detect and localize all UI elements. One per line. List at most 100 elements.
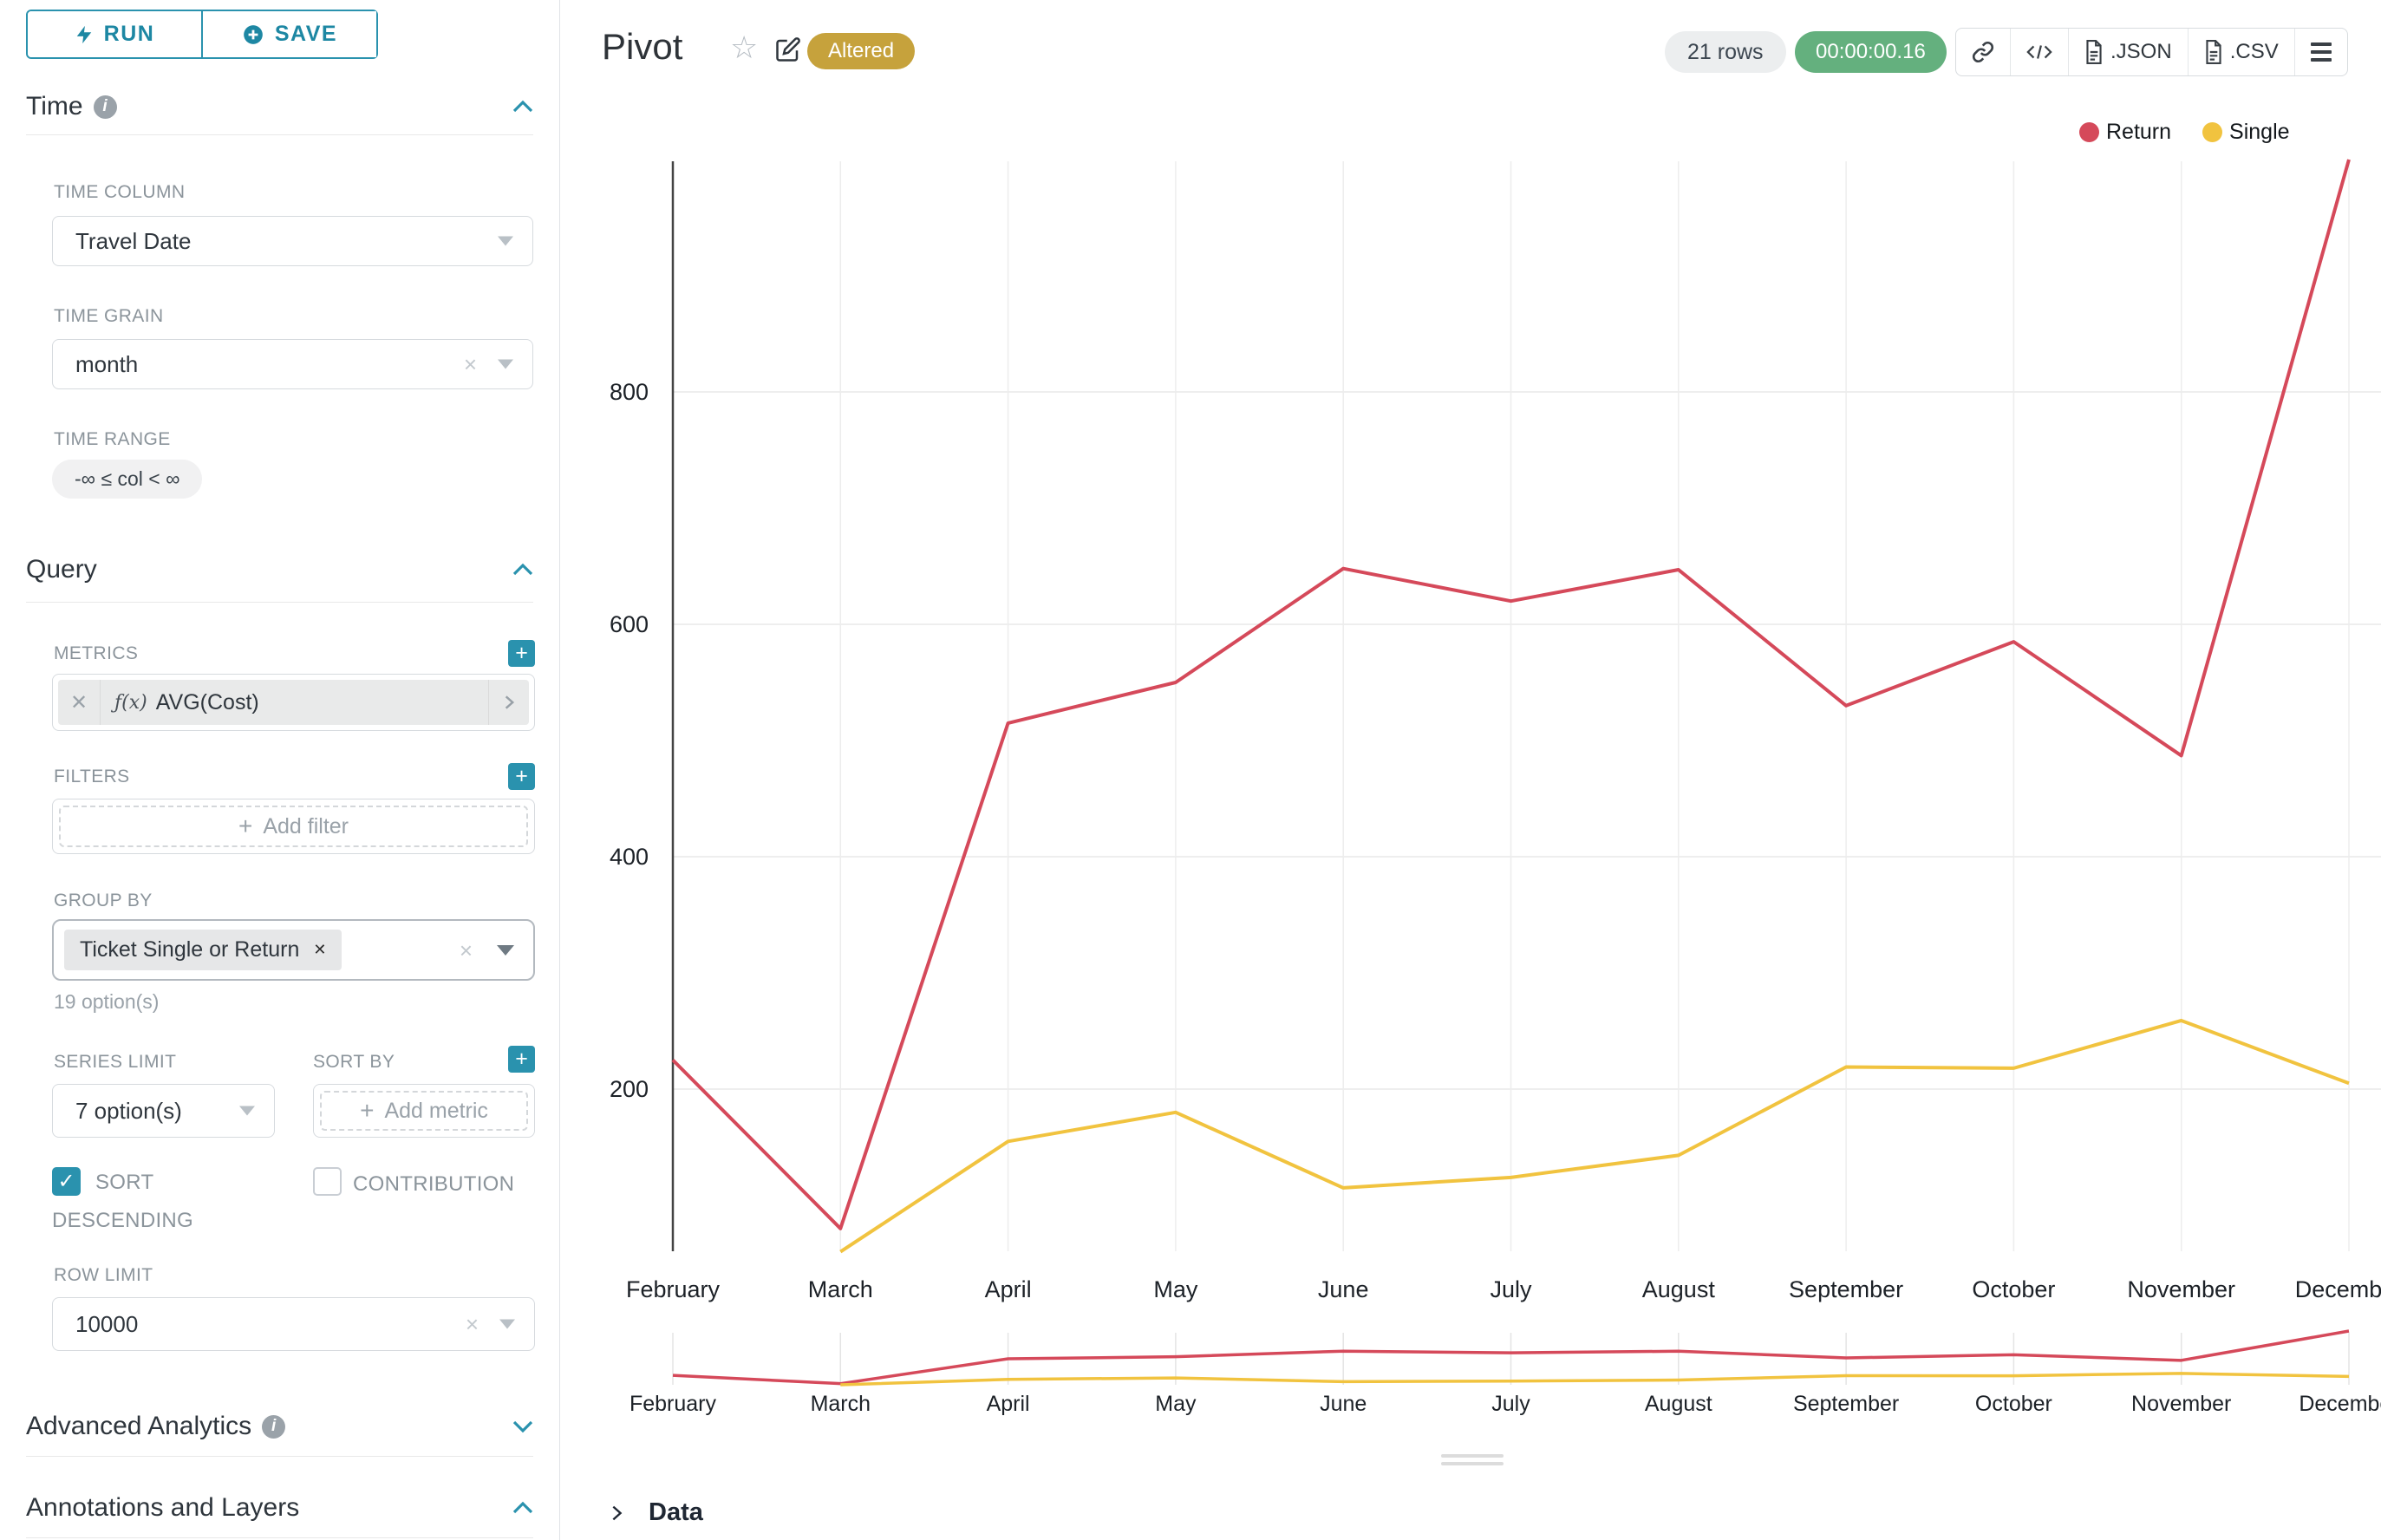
more-menu-button[interactable] — [2293, 29, 2347, 75]
time-column-label: TIME COLUMN — [54, 182, 186, 202]
share-link-button[interactable] — [1956, 29, 2010, 75]
section-annotations[interactable]: Annotations and Layers — [26, 1493, 533, 1523]
embed-code-button[interactable] — [2010, 29, 2068, 75]
mini-series-line-return — [672, 1329, 2350, 1386]
add-sort-metric-button[interactable]: + — [508, 1046, 535, 1073]
clear-icon[interactable]: × — [463, 351, 477, 377]
time-range-pill[interactable]: -∞ ≤ col < ∞ — [52, 460, 203, 499]
mini-x-tick-label: October — [1975, 1392, 2052, 1416]
group-by-label: GROUP BY — [54, 891, 153, 910]
legend-item-single[interactable]: Single — [2202, 120, 2290, 145]
contribution-label: CONTRIBUTION — [353, 1172, 515, 1196]
section-advanced-title: Advanced Analytics — [26, 1412, 252, 1440]
code-icon — [2026, 45, 2052, 59]
chevron-right-icon[interactable] — [488, 680, 529, 725]
legend-dot-return — [2079, 122, 2099, 142]
chevron-up-icon[interactable] — [512, 563, 533, 577]
y-tick-label: 800 — [610, 379, 649, 405]
chevron-right-icon — [612, 1505, 623, 1520]
chevron-down-icon[interactable] — [512, 1419, 533, 1433]
export-csv-button[interactable]: .CSV — [2187, 29, 2294, 75]
file-icon — [2086, 40, 2102, 64]
x-tick-label: May — [1153, 1276, 1198, 1302]
time-grain-select[interactable]: month × — [52, 339, 533, 389]
filters-label: FILTERS — [54, 767, 130, 786]
row-count-text: 21 rows — [1687, 39, 1764, 64]
function-icon: ƒ(x) — [114, 691, 147, 714]
section-time-title: Time — [26, 92, 83, 121]
section-query[interactable]: Query — [26, 555, 533, 584]
altered-badge[interactable]: Altered — [807, 33, 916, 69]
mini-x-tick-label: February — [629, 1392, 717, 1416]
x-tick-label: September — [1789, 1276, 1903, 1302]
link-icon — [1972, 41, 1994, 63]
save-button-label: SAVE — [274, 22, 338, 46]
section-query-title: Query — [26, 555, 97, 584]
info-icon: i — [93, 95, 117, 119]
add-filter-button[interactable]: + — [508, 763, 535, 790]
clear-icon[interactable]: × — [459, 936, 473, 963]
y-tick-label: 600 — [610, 611, 649, 637]
metrics-field: ✕ ƒ(x) AVG(Cost) — [52, 674, 535, 731]
export-json-button[interactable]: .JSON — [2068, 29, 2188, 75]
caret-down-icon — [498, 359, 513, 369]
section-advanced-analytics[interactable]: Advanced Analytics i — [26, 1412, 533, 1441]
legend-item-return[interactable]: Return — [2079, 120, 2171, 145]
series-limit-label: SERIES LIMIT — [54, 1052, 177, 1072]
chevron-up-icon[interactable] — [512, 1501, 533, 1515]
save-button[interactable]: SAVE — [203, 11, 376, 57]
filters-field: + Add filter — [52, 799, 535, 854]
time-grain-value: month — [75, 350, 139, 377]
metric-chip[interactable]: ✕ ƒ(x) AVG(Cost) — [58, 680, 529, 725]
section-annotations-title: Annotations and Layers — [26, 1493, 300, 1522]
lightning-icon — [76, 25, 91, 43]
series-limit-value: 7 option(s) — [75, 1097, 182, 1124]
sort-descending-checkbox[interactable]: ✓ — [52, 1167, 81, 1196]
data-panel-toggle[interactable]: Data — [607, 1498, 703, 1527]
time-column-select[interactable]: Travel Date — [52, 216, 533, 266]
add-sort-metric-dropzone[interactable]: + Add metric — [320, 1091, 528, 1131]
panel-resize-handle[interactable] — [1441, 1454, 1504, 1470]
control-panel: RUN SAVE Time i TIME COLUMN Travel Date — [0, 0, 560, 1540]
plus-icon: + — [238, 812, 253, 839]
divider — [26, 1456, 533, 1457]
run-button[interactable]: RUN — [28, 11, 203, 57]
clear-icon[interactable]: × — [465, 1311, 479, 1337]
group-by-select[interactable]: Ticket Single or Return ✕ × — [52, 919, 535, 981]
divider — [26, 134, 533, 135]
row-limit-select[interactable]: 10000 × — [52, 1297, 535, 1351]
mini-x-tick-label: July — [1491, 1392, 1530, 1416]
divider — [26, 602, 533, 603]
contribution-checkbox[interactable] — [313, 1167, 342, 1196]
menu-icon — [2310, 42, 2332, 62]
remove-metric-icon[interactable]: ✕ — [58, 680, 101, 725]
section-time[interactable]: Time i — [26, 92, 533, 121]
mini-x-tick-label: June — [1320, 1392, 1367, 1416]
row-count-badge: 21 rows — [1665, 31, 1786, 73]
time-range-value: -∞ ≤ col < ∞ — [75, 467, 180, 490]
x-tick-label: July — [1490, 1276, 1532, 1302]
caret-down-icon — [498, 236, 513, 246]
add-metric-button[interactable]: + — [508, 640, 535, 667]
data-panel-title: Data — [649, 1498, 703, 1526]
export-csv-label: .CSV — [2229, 40, 2279, 63]
favorite-star-icon[interactable]: ☆ — [730, 29, 759, 65]
chart-legend: Return Single — [2079, 120, 2290, 145]
chevron-up-icon[interactable] — [512, 100, 533, 114]
chart-title: Pivot — [602, 26, 683, 67]
time-column-value: Travel Date — [75, 227, 192, 254]
run-save-button-group: RUN SAVE — [26, 10, 378, 59]
group-by-token-label: Ticket Single or Return — [80, 937, 300, 962]
mini-x-tick-label: September — [1793, 1392, 1899, 1416]
edit-properties-icon[interactable] — [775, 36, 801, 67]
sort-by-label: SORT BY — [313, 1052, 395, 1072]
mini-x-tick-label: April — [987, 1392, 1030, 1416]
series-limit-select[interactable]: 7 option(s) — [52, 1084, 275, 1138]
row-limit-label: ROW LIMIT — [54, 1265, 153, 1285]
export-json-label: .JSON — [2110, 40, 2172, 63]
remove-token-icon[interactable]: ✕ — [313, 941, 327, 958]
group-by-token[interactable]: Ticket Single or Return ✕ — [64, 930, 342, 970]
add-filter-dropzone[interactable]: + Add filter — [59, 806, 528, 847]
